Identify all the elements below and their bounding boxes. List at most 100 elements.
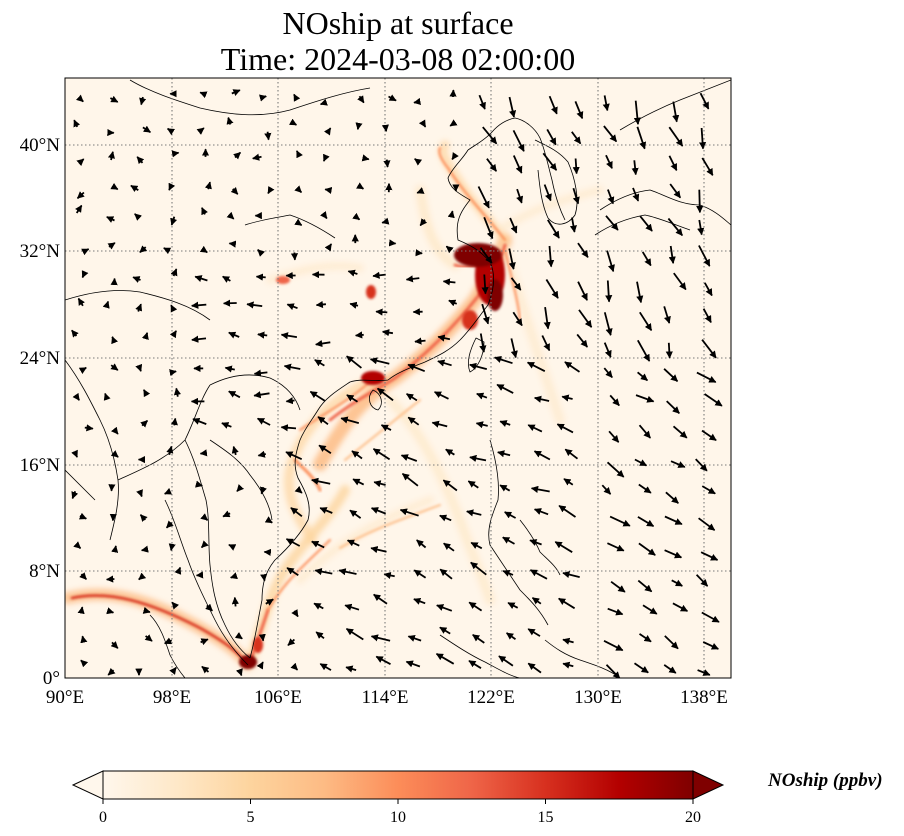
wind-vector-arrow (405, 660, 421, 668)
wind-vector-arrow (482, 126, 498, 145)
wind-vector-arrow (543, 184, 552, 202)
wind-vector-arrow (231, 445, 239, 456)
wind-vector-arrow (601, 484, 612, 495)
wind-vector-arrow (75, 94, 84, 103)
wind-vector-arrow (204, 181, 212, 190)
wind-vector-arrow (663, 306, 671, 324)
wind-vector-arrow (609, 515, 631, 527)
wind-vector-arrow (602, 95, 610, 112)
wind-vector-arrow (81, 248, 90, 256)
wind-vector-arrow (318, 444, 332, 454)
wind-vector-arrow (73, 541, 82, 549)
wind-vector-arrow (373, 593, 388, 605)
wind-vector-arrow (230, 572, 238, 580)
wind-vector-arrow (533, 395, 550, 403)
wind-vector-arrow (259, 486, 267, 495)
wind-vector-arrow (606, 461, 625, 478)
wind-vector-arrow (171, 150, 180, 158)
wind-vector-arrow (419, 218, 428, 227)
wind-vector-arrow (226, 211, 235, 220)
wind-vector-arrow (439, 568, 453, 580)
wind-vector-arrow (107, 667, 116, 676)
wind-vector-arrow (663, 664, 677, 674)
wind-vector-arrow (164, 637, 173, 645)
wind-vector-arrow (110, 450, 119, 458)
wind-vector-arrow (704, 282, 713, 297)
wind-vector-arrow (72, 392, 80, 401)
wind-vector-arrow (696, 189, 704, 214)
wind-vector-arrow (470, 561, 487, 576)
wind-vector-arrow (170, 304, 178, 313)
wind-vector-arrow (235, 668, 243, 677)
wind-vector-arrow (352, 212, 361, 221)
wind-vector-arrow (638, 424, 651, 439)
wind-vector-arrow (319, 98, 328, 106)
wind-vector-arrow (638, 633, 652, 643)
wind-vector-arrow (224, 365, 235, 373)
wind-vector-arrow (478, 94, 486, 110)
wind-vector-arrow (512, 155, 523, 174)
wind-vector-arrow (383, 571, 395, 580)
wind-vector-arrow (375, 655, 391, 665)
wind-vector-arrow (436, 604, 453, 612)
wind-vector-arrow (257, 331, 268, 339)
wind-vector-arrow (547, 245, 555, 268)
wind-vector-arrow (665, 342, 673, 359)
wind-vector-arrow (71, 449, 78, 458)
wind-vector-arrow (633, 662, 649, 674)
wind-vector-arrow (481, 274, 489, 295)
wind-vector-arrow (664, 549, 683, 559)
wind-vector-arrow (256, 417, 271, 426)
wind-vector-arrow (144, 634, 153, 642)
wind-vector-arrow (562, 661, 574, 669)
wind-vector-arrow (605, 664, 621, 678)
wind-vector-arrow (349, 509, 362, 519)
wind-vector-arrow (168, 543, 176, 552)
wind-vector-arrow (163, 247, 172, 255)
wind-vector-arrow (607, 607, 624, 616)
wind-vector-arrow (346, 355, 362, 369)
wind-vector-arrow (107, 242, 116, 250)
wind-vector-arrow (508, 96, 517, 118)
wind-vector-arrow (141, 332, 149, 341)
wind-vector-arrow (199, 449, 208, 457)
wind-vector-arrow (84, 424, 94, 432)
x-tick-label: 130°E (574, 687, 622, 708)
wind-vector-arrow (230, 186, 239, 195)
wind-vector-arrow (110, 363, 119, 371)
wind-vector-arrow (233, 151, 242, 160)
wind-vector-arrow (449, 119, 458, 127)
y-axis-ticks: 0° 8°N 16°N 24°N 32°N 40°N (20, 135, 61, 689)
wind-vector-arrow (344, 603, 360, 611)
wind-vector-arrow (431, 420, 448, 428)
wind-vector-arrow (107, 151, 115, 161)
wind-vector-arrow (448, 299, 458, 307)
wind-vector-arrow (191, 335, 207, 343)
wind-vector-arrow (696, 371, 717, 384)
wind-vector-arrow (481, 303, 490, 325)
wind-vector-arrow (547, 219, 560, 239)
wind-vector-arrow (102, 300, 110, 309)
wind-vector-arrow (236, 484, 245, 492)
wind-vector-arrow (569, 217, 577, 233)
wind-vector-arrow (546, 128, 557, 146)
wind-vector-arrow (697, 219, 705, 236)
wind-vector-arrow (164, 487, 173, 495)
wind-vector-arrow (664, 635, 679, 650)
wind-vector-arrow (140, 545, 149, 553)
wind-vector-arrow (469, 362, 488, 370)
wind-vector-arrow (563, 478, 574, 486)
wind-vector-arrow (319, 663, 332, 671)
wind-vector-arrow (309, 390, 326, 402)
wind-vector-arrow (130, 184, 139, 193)
wind-vector-arrow (607, 189, 615, 205)
wind-vector-arrow (200, 638, 209, 646)
x-tick-label: 106°E (254, 687, 302, 708)
wind-vector-arrow (494, 356, 513, 365)
wind-vector-arrow (401, 472, 419, 487)
wind-vector-arrow (700, 551, 719, 561)
wind-vector-arrow (564, 361, 581, 373)
wind-vector-arrow (468, 660, 482, 669)
wind-vector-arrow (541, 335, 551, 352)
wind-vector-arrow (169, 330, 177, 339)
